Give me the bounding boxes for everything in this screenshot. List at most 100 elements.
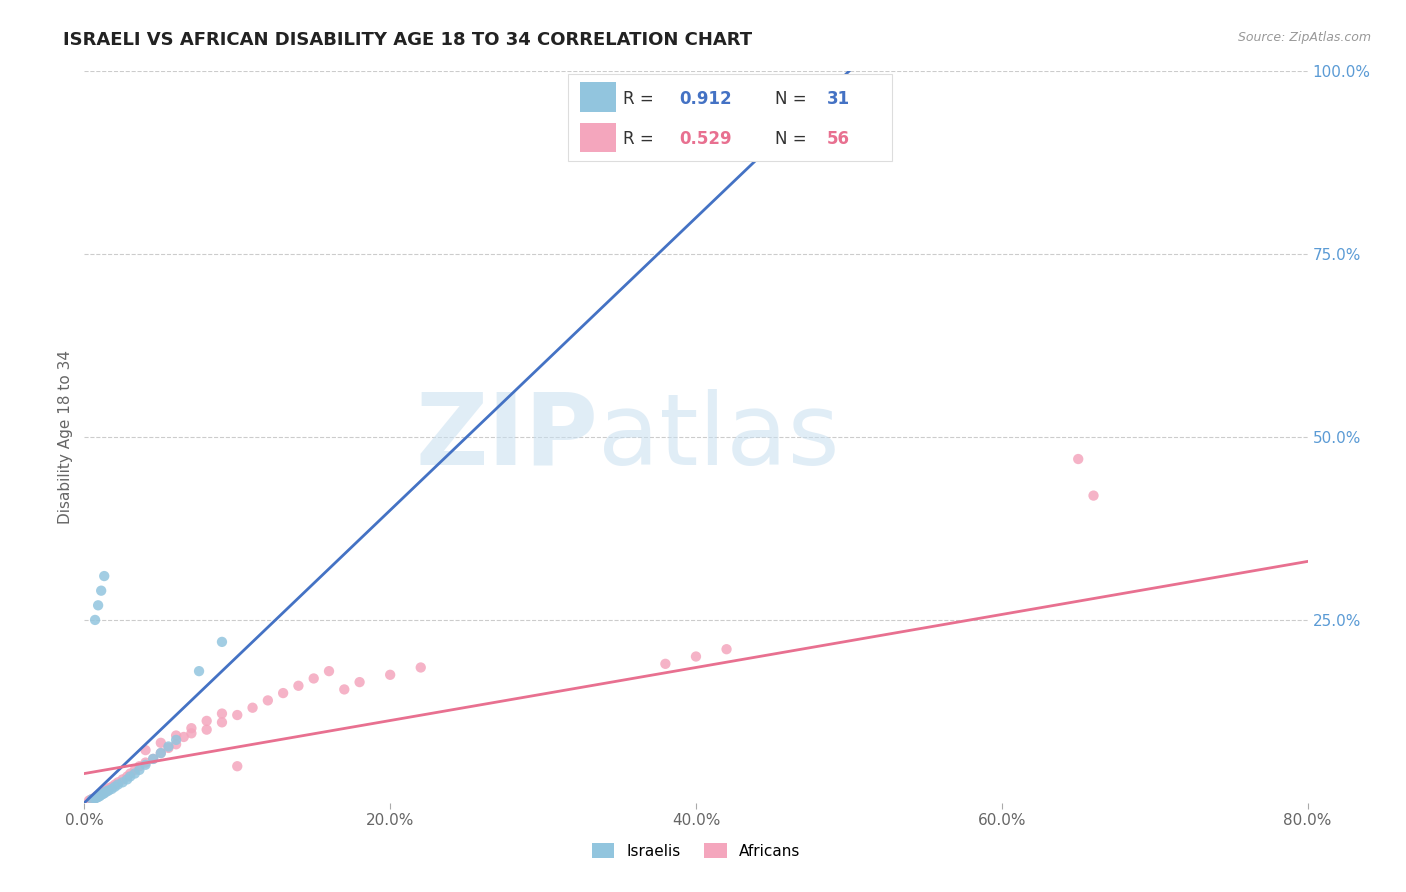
Point <box>271 686 294 700</box>
Point <box>104 780 127 794</box>
Point <box>1083 489 1105 503</box>
Text: N =: N = <box>776 130 813 148</box>
Point <box>93 786 115 800</box>
Point <box>226 708 249 723</box>
Point <box>97 783 120 797</box>
Point <box>135 743 157 757</box>
Point <box>180 726 202 740</box>
Point <box>97 781 120 796</box>
Text: 0.529: 0.529 <box>679 130 731 148</box>
Point <box>180 721 202 735</box>
Point <box>84 790 107 805</box>
Point <box>128 763 150 777</box>
Point <box>128 759 150 773</box>
Point <box>101 780 124 794</box>
Point <box>211 715 233 730</box>
Point <box>89 788 111 802</box>
Point <box>87 789 110 803</box>
Point <box>77 794 100 808</box>
Point <box>157 740 180 755</box>
Point <box>87 789 110 804</box>
Text: R =: R = <box>623 130 658 148</box>
Point <box>1067 452 1090 467</box>
Text: N =: N = <box>776 90 813 108</box>
Point <box>409 660 432 674</box>
Point <box>104 778 127 792</box>
Point <box>380 667 402 681</box>
FancyBboxPatch shape <box>579 82 616 112</box>
Point <box>149 746 172 760</box>
Point <box>318 664 340 678</box>
Point <box>195 714 218 728</box>
Point <box>94 785 117 799</box>
Point <box>716 642 738 657</box>
Point <box>86 789 108 804</box>
Point <box>111 772 134 787</box>
Point <box>80 792 103 806</box>
Point <box>93 569 115 583</box>
Point <box>80 792 103 806</box>
Y-axis label: Disability Age 18 to 34: Disability Age 18 to 34 <box>58 350 73 524</box>
Point <box>87 599 110 613</box>
Point <box>124 766 146 780</box>
Point <box>94 784 117 798</box>
Point <box>120 766 142 780</box>
Text: 0.912: 0.912 <box>679 90 731 108</box>
Point <box>349 675 371 690</box>
Text: Source: ZipAtlas.com: Source: ZipAtlas.com <box>1237 31 1371 45</box>
Point <box>120 769 142 783</box>
Point <box>302 672 325 686</box>
Point <box>333 682 356 697</box>
Point <box>211 635 233 649</box>
Point <box>115 769 138 783</box>
Point <box>89 787 111 801</box>
Text: R =: R = <box>623 90 658 108</box>
Point <box>86 790 108 805</box>
Point <box>107 778 129 792</box>
Point <box>685 649 707 664</box>
Point <box>195 723 218 737</box>
Point <box>107 775 129 789</box>
Point <box>165 737 187 751</box>
Point <box>83 791 105 805</box>
Point <box>86 789 108 804</box>
Text: 56: 56 <box>827 130 849 148</box>
Text: ZIP: ZIP <box>415 389 598 485</box>
Point <box>188 664 211 678</box>
Legend: Israelis, Africans: Israelis, Africans <box>585 837 807 864</box>
Point <box>84 613 107 627</box>
Point <box>90 583 112 598</box>
Point <box>157 739 180 754</box>
Point <box>111 775 134 789</box>
Point <box>226 759 249 773</box>
Point <box>173 730 195 744</box>
Point <box>165 729 187 743</box>
Point <box>89 789 111 803</box>
Point <box>89 789 111 804</box>
Point <box>287 679 309 693</box>
Point <box>93 785 115 799</box>
Point <box>115 772 138 787</box>
Text: ISRAELI VS AFRICAN DISABILITY AGE 18 TO 34 CORRELATION CHART: ISRAELI VS AFRICAN DISABILITY AGE 18 TO … <box>63 31 752 49</box>
Point <box>90 788 112 802</box>
Point <box>135 756 157 770</box>
Point <box>149 736 172 750</box>
Text: 31: 31 <box>827 90 851 108</box>
Point <box>165 732 187 747</box>
Text: atlas: atlas <box>598 389 839 485</box>
FancyBboxPatch shape <box>568 74 891 161</box>
Point <box>124 763 146 777</box>
Point <box>96 782 118 797</box>
Point <box>96 784 118 798</box>
Point <box>135 757 157 772</box>
FancyBboxPatch shape <box>579 122 616 152</box>
Point <box>242 700 264 714</box>
Point <box>90 786 112 800</box>
Point <box>91 787 114 801</box>
Point <box>257 693 280 707</box>
Point <box>79 793 101 807</box>
Point <box>101 781 124 796</box>
Point <box>84 791 107 805</box>
Point <box>654 657 676 671</box>
Point <box>142 752 165 766</box>
